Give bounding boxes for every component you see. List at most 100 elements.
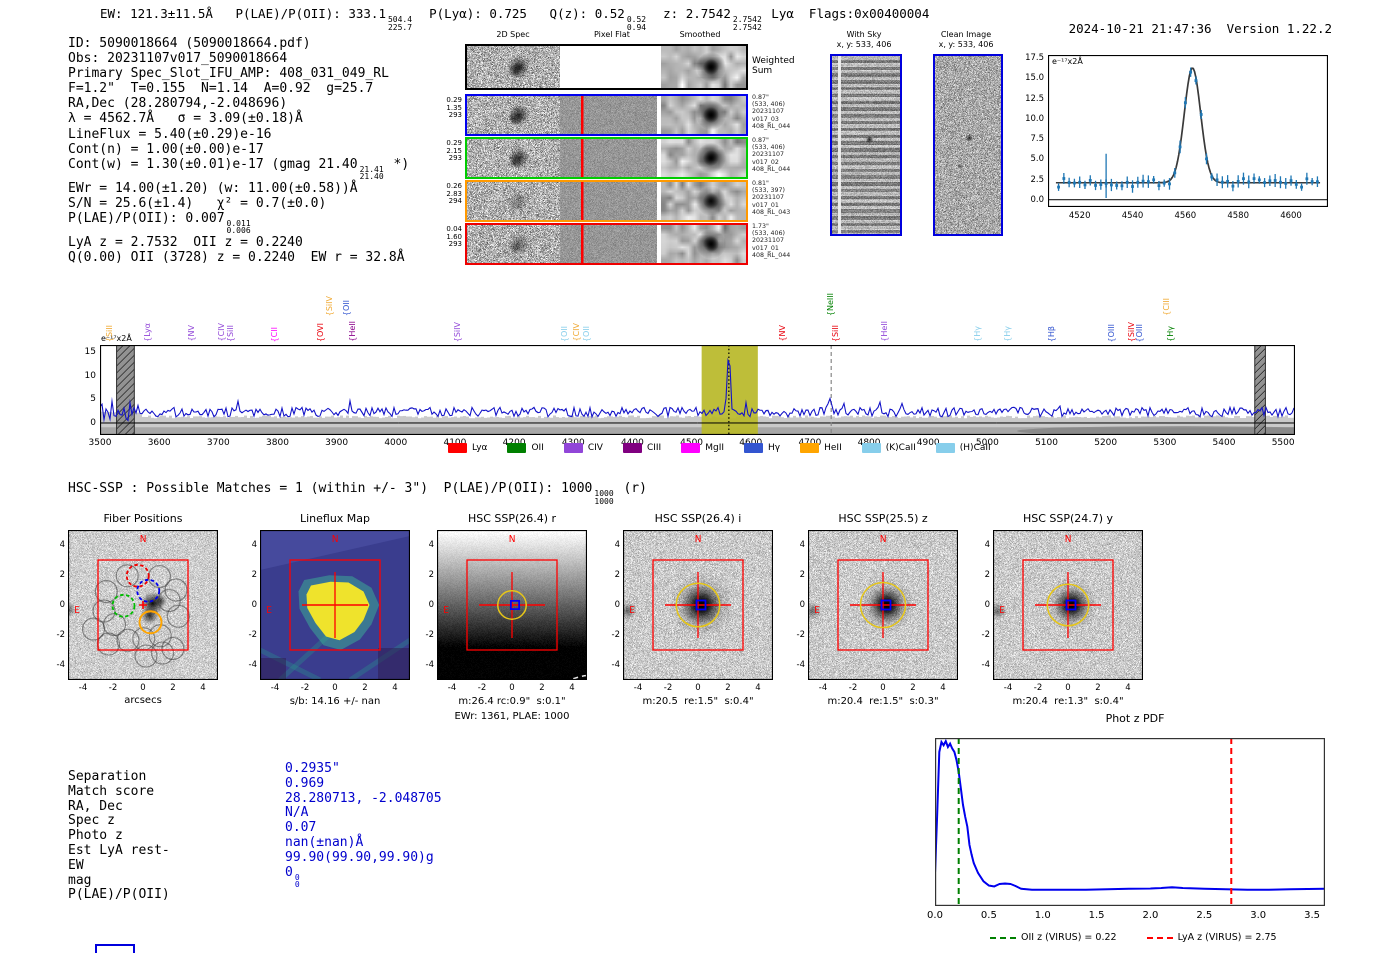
stacked-limits: 21.41 21.40 (360, 166, 384, 181)
panel-caption: m:26.4 rc:0.9" s:0.1" (458, 696, 566, 707)
match-row-value: 28.280713, -2.048705 (285, 790, 442, 807)
info-line: Q(0.00) OII (3728) z = 0.2240 EW r = 32.… (68, 250, 409, 265)
legend-swatch (681, 443, 701, 453)
clean-image-frame (933, 54, 1003, 236)
x-tick-label: 4600 (1280, 211, 1302, 221)
y-tick-label: 4 (428, 540, 434, 550)
legend-label: CIV (587, 443, 603, 453)
legend-swatch (448, 443, 467, 453)
match-row-value: 0.969 (285, 776, 442, 792)
with-sky-image (832, 56, 900, 234)
x-tick-label: -4 (270, 683, 280, 693)
report-version: Version 1.22.2 (1226, 21, 1332, 36)
x-tick-label: -2 (300, 683, 310, 693)
sky-title: Clean Image (940, 30, 992, 39)
panel-caption: m:20.5 re:1.5" s:0.4" (642, 696, 754, 707)
row-right-info: 0.81" (533, 397) 20231107 v017_01 408_RL_043 (752, 180, 791, 216)
sky-panel-title: Clean Image x, y: 533, 406 (916, 30, 1016, 50)
upper-limit: 2.7542 (732, 15, 762, 24)
y-tick-label: -4 (248, 660, 257, 670)
x-tick-label: 4900 (916, 438, 940, 448)
legend-swatch (622, 443, 642, 453)
x-tick-label: 3500 (88, 438, 112, 448)
upper-limit: 1000 (594, 489, 614, 498)
match-row-label: Est LyA rest-EW (68, 842, 170, 873)
header-segment: Lyα Flags:0x00400004 (763, 6, 930, 21)
panel-caption: m:20.4 re:1.3" s:0.4" (1012, 696, 1124, 707)
info-text: LineFlux = 5.40(±0.29)e-16 (68, 126, 272, 142)
x-tick-label: -2 (848, 683, 858, 693)
panel-title: HSC SSP(24.7) y (1022, 512, 1114, 525)
weighted-sum-row (465, 44, 748, 90)
y-tick-label: -2 (56, 630, 65, 640)
match-value-text: 0 (285, 864, 293, 880)
y-tick-label: 15 (84, 347, 96, 357)
info-line: LyA z = 2.7532 OII z = 0.2240 (68, 235, 409, 250)
panel-caption: s/b: 14.16 +/- nan (289, 696, 381, 707)
info-line: LineFlux = 5.40(±0.29)e-16 (68, 127, 409, 142)
full-spectrum-plot: e⁻¹⁷x2Å151050350036003700380039004000410… (84, 328, 1314, 458)
spec2d-column-header: Smoothed (679, 30, 721, 39)
x-tick-label: 0.5 (980, 910, 997, 921)
info-text: ID: 5090018664 (5090018664.pdf) (68, 36, 311, 51)
spec2d-image (467, 225, 560, 263)
exposure-2d-row (465, 137, 748, 179)
info-line: Primary Spec_Slot_IFU_AMP: 408_031_049_R… (68, 66, 409, 81)
info-text: EWr = 14.00(±1.20) (w: 11.00(±0.58))Å (68, 180, 358, 196)
info-text: Obs: 20231107v017_5090018664 (68, 51, 288, 67)
y-tick-label: 17.5 (1025, 53, 1044, 64)
panel-title: HSC SSP(25.5) z (838, 512, 928, 525)
lower-limit: 21.40 (359, 172, 384, 182)
y-tick-label: 2 (984, 570, 990, 580)
photz-pdf-canvas (935, 738, 1325, 906)
smoothed-image (661, 182, 746, 220)
match-value-text: nan(±nan)Å (285, 834, 364, 850)
header-segment: EW: 121.3±11.5Å (100, 6, 236, 21)
y-tick-label: -4 (611, 660, 620, 670)
x-tick-label: 3.0 (1250, 910, 1267, 921)
photz-legend: OII z (VIRUS) = 0.22 LyA z (VIRUS) = 2.75 (990, 932, 1277, 943)
spectral-line-label: {NeIII (826, 292, 835, 316)
match-row-label: RA, Dec (68, 798, 123, 814)
cut-image (623, 530, 773, 680)
cut-image (993, 530, 1143, 680)
x-tick-label: 4560 (1174, 211, 1197, 221)
x-tick-label: 5300 (1153, 438, 1177, 448)
info-line: S/N = 25.6(±1.4) χ² = 0.7(±0.0) (68, 196, 409, 211)
info-line: P(LAE)/P(OII): 0.007 0.011 0.006 (68, 211, 409, 235)
lower-limit: 1000 (594, 496, 614, 506)
match-row-label: Spec z (68, 813, 115, 829)
info-text: Primary Spec_Slot_IFU_AMP: 408_031_049_R… (68, 66, 389, 82)
row-right-info: 1.73" (533, 406) 20231107 v017_01 408_RL_044 (752, 223, 791, 259)
photz-pdf-plot: Phot z PDF 0.0 0.5 1.0 1.5 2.0 2.5 3.0 3.5 OII z… (915, 712, 1355, 947)
x-tick-label: 5500 (1271, 438, 1295, 448)
info-line: F=1.2" T=0.155 N=1.14 A=0.92 g=25.7 (68, 81, 409, 96)
spec2d-cutout-section: 2D Spec Pixel Flat Smoothed Weighted Sum 0.29… (440, 30, 795, 270)
x-tick-label: 4 (1125, 683, 1131, 693)
cutout-panel-grad: HSC SSP(26.4) r -4 -4 -2 -2 0 0 2 2 4 4 m:26.4 rc:0… (421, 512, 611, 727)
x-tick-label: 0 (509, 683, 515, 693)
info-text: Cont(n) = 1.00(±0.00)e-17 (68, 141, 264, 157)
stacked-limits: 504.4 225.7 (388, 16, 412, 31)
legend-item: Lyα (448, 443, 487, 453)
spectral-line-label: {SiIV (325, 295, 334, 316)
legend-label: HeII (824, 443, 842, 453)
spectrum-line-legend: Lyα OII CIV CIII MgII Hγ HeII (K)CaII (H)CaII (448, 443, 991, 453)
match-value-text: 28.280713, -2.048705 (285, 790, 442, 806)
match-row-label: Match score (68, 783, 155, 799)
info-text: P(LAE)/P(OII): 0.007 (68, 210, 225, 226)
stacked-limits: 0.52 0.94 (627, 16, 646, 31)
y-tick-label: 2 (59, 570, 65, 580)
dashed-line-sample (1146, 936, 1173, 939)
x-tick-label: 3800 (266, 438, 289, 448)
header-segment: P(LAE)/P(OII): 333.1 (235, 6, 386, 21)
x-tick-label: 3600 (147, 438, 171, 448)
photz-legend-item: OII z (VIRUS) = 0.22 (990, 932, 1117, 943)
x-tick-label: 2.5 (1196, 910, 1213, 921)
info-text: λ = 4562.7Å σ = 3.09(±0.18)Å (68, 111, 303, 127)
x-tick-label: 3.5 (1304, 910, 1321, 921)
header-timestamp-version: 2024-10-21 21:47:36 Version 1.22.2 (1038, 6, 1332, 51)
cutout-panel-z: HSC SSP(25.5) z -4 -4 -2 -2 0 0 2 2 4 4 m:20.4 re:1… (792, 512, 982, 727)
